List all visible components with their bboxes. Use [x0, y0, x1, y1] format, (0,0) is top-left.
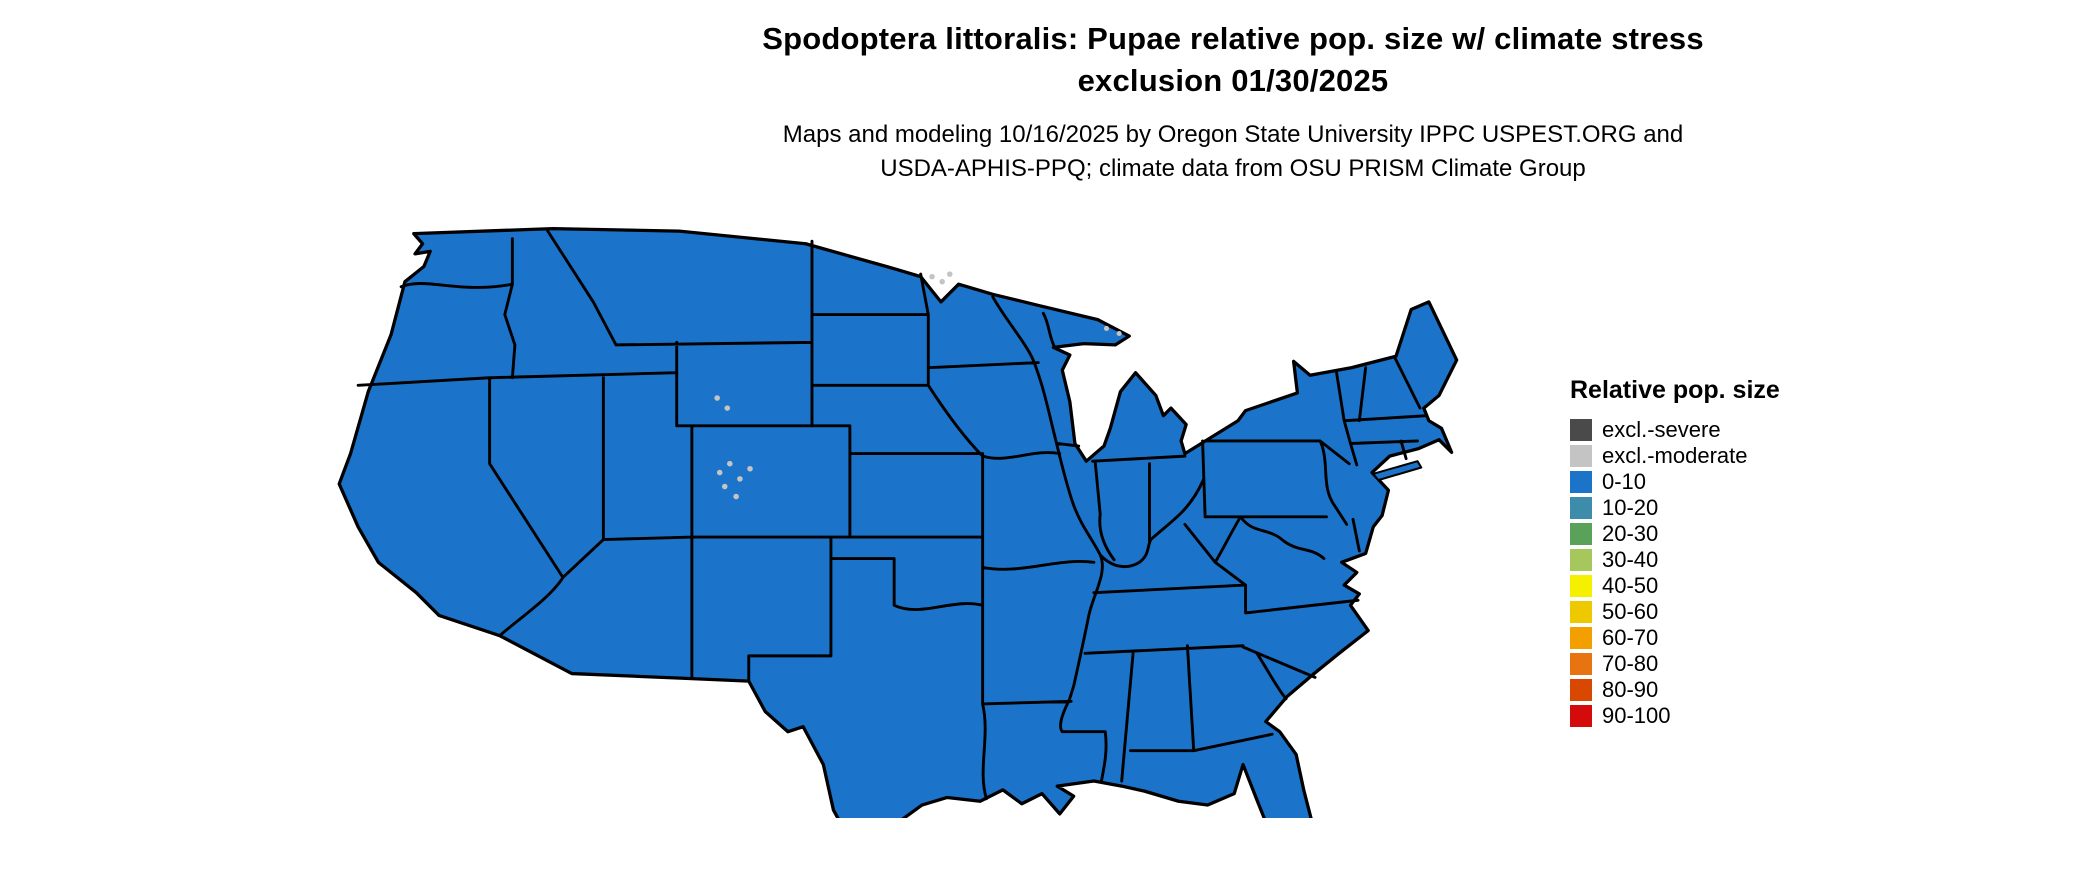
- legend-color-swatch: [1570, 549, 1592, 571]
- legend-item-label: 20-30: [1602, 521, 1659, 546]
- legend-item: 80-90: [1570, 677, 1880, 703]
- legend-item-label: 70-80: [1602, 651, 1659, 676]
- us-map-svg: [337, 226, 1459, 818]
- legend-item: 60-70: [1570, 625, 1880, 651]
- us-map: [300, 160, 1463, 818]
- legend-items: excl.-severe excl.-moderate 0-10 10-20 2…: [1570, 417, 1880, 729]
- legend-color-swatch: [1570, 471, 1592, 493]
- legend-color-swatch: [1570, 419, 1592, 441]
- legend-color-swatch: [1570, 523, 1592, 545]
- legend-item: 70-80: [1570, 651, 1880, 677]
- page-title: Spodoptera littoralis: Pupae relative po…: [366, 18, 2100, 102]
- exclusion-moderate-specks: [714, 271, 1122, 500]
- state-borders: [356, 229, 1428, 801]
- legend-item: excl.-severe: [1570, 417, 1880, 443]
- subtitle-line-2: USDA-APHIS-PPQ; climate data from OSU PR…: [880, 155, 1586, 182]
- legend-color-swatch: [1570, 679, 1592, 701]
- legend-color-swatch: [1570, 653, 1592, 675]
- subtitle-line-1: Maps and modeling 10/16/2025 by Oregon S…: [782, 121, 1684, 148]
- legend-color-swatch: [1570, 575, 1592, 597]
- title-line-1: Spodoptera littoralis: Pupae relative po…: [762, 21, 1704, 56]
- legend-color-swatch: [1570, 445, 1592, 467]
- legend-color-swatch: [1570, 497, 1592, 519]
- legend-item-label: 90-100: [1602, 703, 1671, 728]
- legend-item-label: 10-20: [1602, 495, 1659, 520]
- legend-color-swatch: [1570, 601, 1592, 623]
- title-line-2: exclusion 01/30/2025: [1077, 63, 1389, 98]
- legend-item: 10-20: [1570, 495, 1880, 521]
- legend-item: 0-10: [1570, 469, 1880, 495]
- legend-item: 90-100: [1570, 703, 1880, 729]
- legend-item: 50-60: [1570, 599, 1880, 625]
- legend-color-swatch: [1570, 705, 1592, 727]
- legend-item: 30-40: [1570, 547, 1880, 573]
- legend-item-label: 80-90: [1602, 677, 1659, 702]
- legend-item-label: 30-40: [1602, 547, 1659, 572]
- legend-item: excl.-moderate: [1570, 443, 1880, 469]
- legend-color-swatch: [1570, 627, 1592, 649]
- legend-item-label: 60-70: [1602, 625, 1659, 650]
- legend-item-label: excl.-moderate: [1602, 443, 1748, 468]
- legend: Relative pop. size excl.-severe excl.-mo…: [1570, 376, 1880, 729]
- legend-item-label: 50-60: [1602, 599, 1659, 624]
- long-island: [1372, 460, 1423, 482]
- legend-item-label: 0-10: [1602, 469, 1647, 494]
- legend-item: 20-30: [1570, 521, 1880, 547]
- attribution-subtitle: Maps and modeling 10/16/2025 by Oregon S…: [366, 118, 2100, 186]
- legend-item: 40-50: [1570, 573, 1880, 599]
- legend-title: Relative pop. size: [1570, 376, 1780, 404]
- legend-item-label: 40-50: [1602, 573, 1659, 598]
- legend-item-label: excl.-severe: [1602, 417, 1721, 442]
